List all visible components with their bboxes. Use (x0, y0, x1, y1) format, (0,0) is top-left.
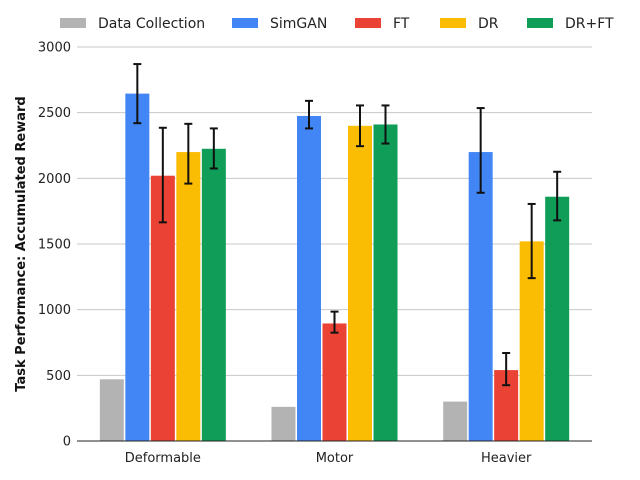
legend-swatch (527, 18, 553, 28)
bar-data-collection-motor (271, 406, 296, 441)
bar-simgan-deformable (125, 93, 150, 441)
bar-dr-deformable (176, 152, 201, 442)
bar-ft-heavier (494, 370, 519, 441)
legend-label: DR+FT (565, 16, 614, 32)
y-tick-labels: 0 500 1000 1500 2000 2500 3000 (38, 41, 71, 450)
y-tick-label: 500 (46, 369, 71, 384)
legend-label: FT (393, 16, 410, 32)
y-tick-label: 2500 (38, 106, 71, 121)
x-tick-label: Deformable (125, 451, 201, 466)
bar-ft-motor (322, 323, 347, 441)
legend: Data Collection SimGAN FT DR DR+FT (60, 16, 614, 32)
x-tick-label: Heavier (481, 451, 532, 466)
bar-data-collection-heavier (443, 401, 468, 441)
bar-dr-ft-deformable (201, 148, 226, 442)
bar-simgan-motor (297, 115, 321, 441)
legend-swatch (232, 18, 258, 28)
legend-label: SimGAN (270, 16, 327, 32)
x-tick-label: Motor (316, 451, 354, 466)
legend-label: Data Collection (98, 16, 205, 32)
legend-swatch (355, 18, 381, 28)
bars (99, 93, 570, 442)
y-tick-label: 1000 (38, 303, 71, 318)
y-tick-label: 0 (63, 435, 71, 450)
bar-simgan-heavier (468, 152, 493, 442)
bar-dr-motor (348, 125, 372, 442)
legend-label: DR (478, 16, 499, 32)
y-tick-label: 1500 (38, 238, 71, 253)
y-tick-label: 3000 (38, 41, 71, 56)
y-axis-label: Task Performance: Accumulated Reward (14, 96, 29, 391)
legend-swatch (60, 18, 86, 28)
legend-swatch (440, 18, 466, 28)
x-tick-labels: Deformable Motor Heavier (125, 451, 532, 466)
y-tick-label: 2000 (38, 172, 71, 187)
bar-dr-ft-heavier (545, 196, 570, 441)
bar-data-collection-deformable (99, 379, 124, 441)
bar-dr-ft-motor (373, 124, 398, 441)
error-bars (133, 63, 562, 387)
